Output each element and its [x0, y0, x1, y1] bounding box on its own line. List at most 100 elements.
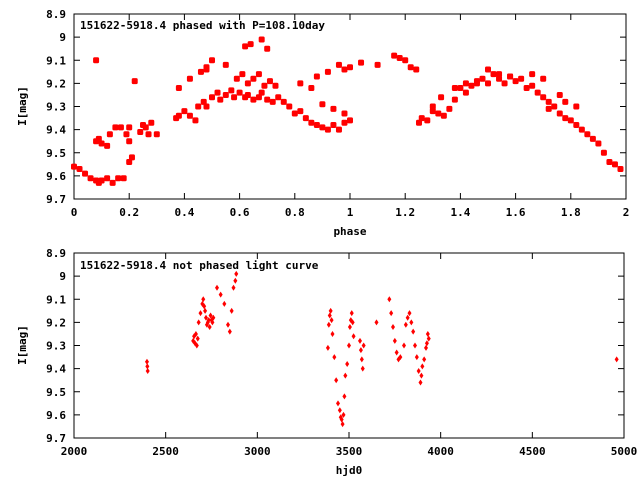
data-point: [250, 96, 257, 103]
data-point: [451, 96, 458, 103]
data-point: [204, 314, 208, 321]
data-point: [341, 110, 348, 117]
data-point: [438, 94, 445, 101]
data-point: [573, 103, 580, 110]
data-point: [211, 314, 216, 321]
data-point: [222, 61, 229, 68]
data-point: [359, 356, 364, 363]
data-point: [93, 57, 100, 64]
data-point: [193, 330, 198, 337]
data-point: [203, 66, 210, 73]
x-tick-label: 2: [623, 206, 630, 219]
data-point: [440, 112, 447, 119]
data-point: [280, 98, 287, 105]
unphased-light-curve-panel: 2000 2500 3000 3500 4000 4500 5000 8.9 9 9.1 9.2 9.…: [16, 247, 637, 477]
data-point: [611, 161, 618, 168]
data-point: [556, 91, 563, 98]
data-point: [512, 78, 519, 85]
data-point: [144, 358, 149, 365]
x-tick-label: 1: [347, 206, 354, 219]
data-point: [207, 324, 212, 330]
data-point: [325, 344, 330, 351]
data-point: [98, 140, 105, 147]
x-tick-label: 2500: [152, 445, 179, 458]
data-point: [540, 94, 547, 101]
x-tick-label: 2000: [61, 445, 88, 458]
data-point: [416, 367, 421, 374]
data-point: [126, 124, 133, 131]
data-point: [468, 82, 475, 89]
data-point: [208, 312, 213, 319]
y-axis-label: I[mag]: [16, 325, 29, 365]
data-point: [324, 126, 331, 133]
data-point: [529, 82, 536, 89]
x-axis-label: hjd0: [336, 464, 363, 477]
data-point: [462, 80, 469, 87]
x-tick-label: 0.2: [119, 206, 139, 219]
data-point: [195, 103, 202, 110]
data-point: [336, 400, 340, 407]
x-tick-label: 3000: [244, 445, 271, 458]
data-point: [413, 342, 417, 349]
data-point: [269, 98, 276, 105]
y-tick-label: 9.1: [46, 54, 66, 67]
data-point: [297, 108, 304, 115]
data-point: [358, 59, 365, 66]
x-tick-label: 1.8: [561, 206, 581, 219]
data-point: [308, 85, 315, 91]
data-point: [123, 131, 130, 138]
data-point: [319, 101, 326, 108]
data-point: [402, 342, 406, 349]
data-point: [424, 344, 428, 351]
data-point: [261, 82, 268, 89]
data-point: [148, 119, 155, 126]
data-point: [358, 337, 362, 344]
data-point: [291, 110, 298, 117]
data-point: [350, 319, 355, 326]
data-point: [485, 66, 491, 73]
data-point: [342, 393, 347, 400]
data-point: [420, 363, 425, 370]
data-point: [145, 367, 150, 374]
data-point: [451, 85, 458, 91]
data-point: [424, 117, 431, 124]
data-point: [540, 75, 547, 82]
data-point: [529, 71, 536, 78]
data-point: [231, 284, 236, 291]
data-point: [120, 175, 127, 182]
data-point: [534, 89, 541, 96]
data-point: [334, 377, 339, 384]
data-point: [250, 75, 257, 82]
data-point: [330, 105, 337, 112]
data-point: [501, 80, 508, 87]
y-tick-label: 9.1: [46, 293, 66, 306]
data-point: [227, 328, 232, 335]
data-point: [210, 319, 215, 326]
data-point: [425, 330, 430, 337]
data-point: [347, 342, 351, 349]
data-point: [403, 321, 408, 328]
data-point: [329, 317, 334, 324]
data-point: [126, 138, 133, 145]
data-point: [115, 175, 122, 182]
data-point: [229, 307, 234, 314]
data-point: [222, 300, 227, 307]
x-tick-label: 1.6: [506, 206, 526, 219]
data-point: [402, 57, 409, 64]
data-point: [82, 170, 89, 177]
x-tick-label: 0.4: [174, 206, 194, 219]
data-point: [131, 78, 138, 85]
data-point: [414, 354, 419, 361]
data-point: [361, 342, 366, 349]
y-tick-label: 9: [59, 270, 66, 283]
data-point: [327, 312, 332, 319]
data-point: [330, 330, 335, 337]
data-point: [203, 103, 210, 110]
data-point: [98, 177, 105, 184]
data-point: [228, 87, 235, 94]
y-tick-label: 9.7: [46, 193, 66, 206]
data-point: [128, 154, 135, 161]
data-point: [407, 64, 414, 71]
data-point: [339, 416, 344, 423]
data-point: [286, 103, 293, 110]
